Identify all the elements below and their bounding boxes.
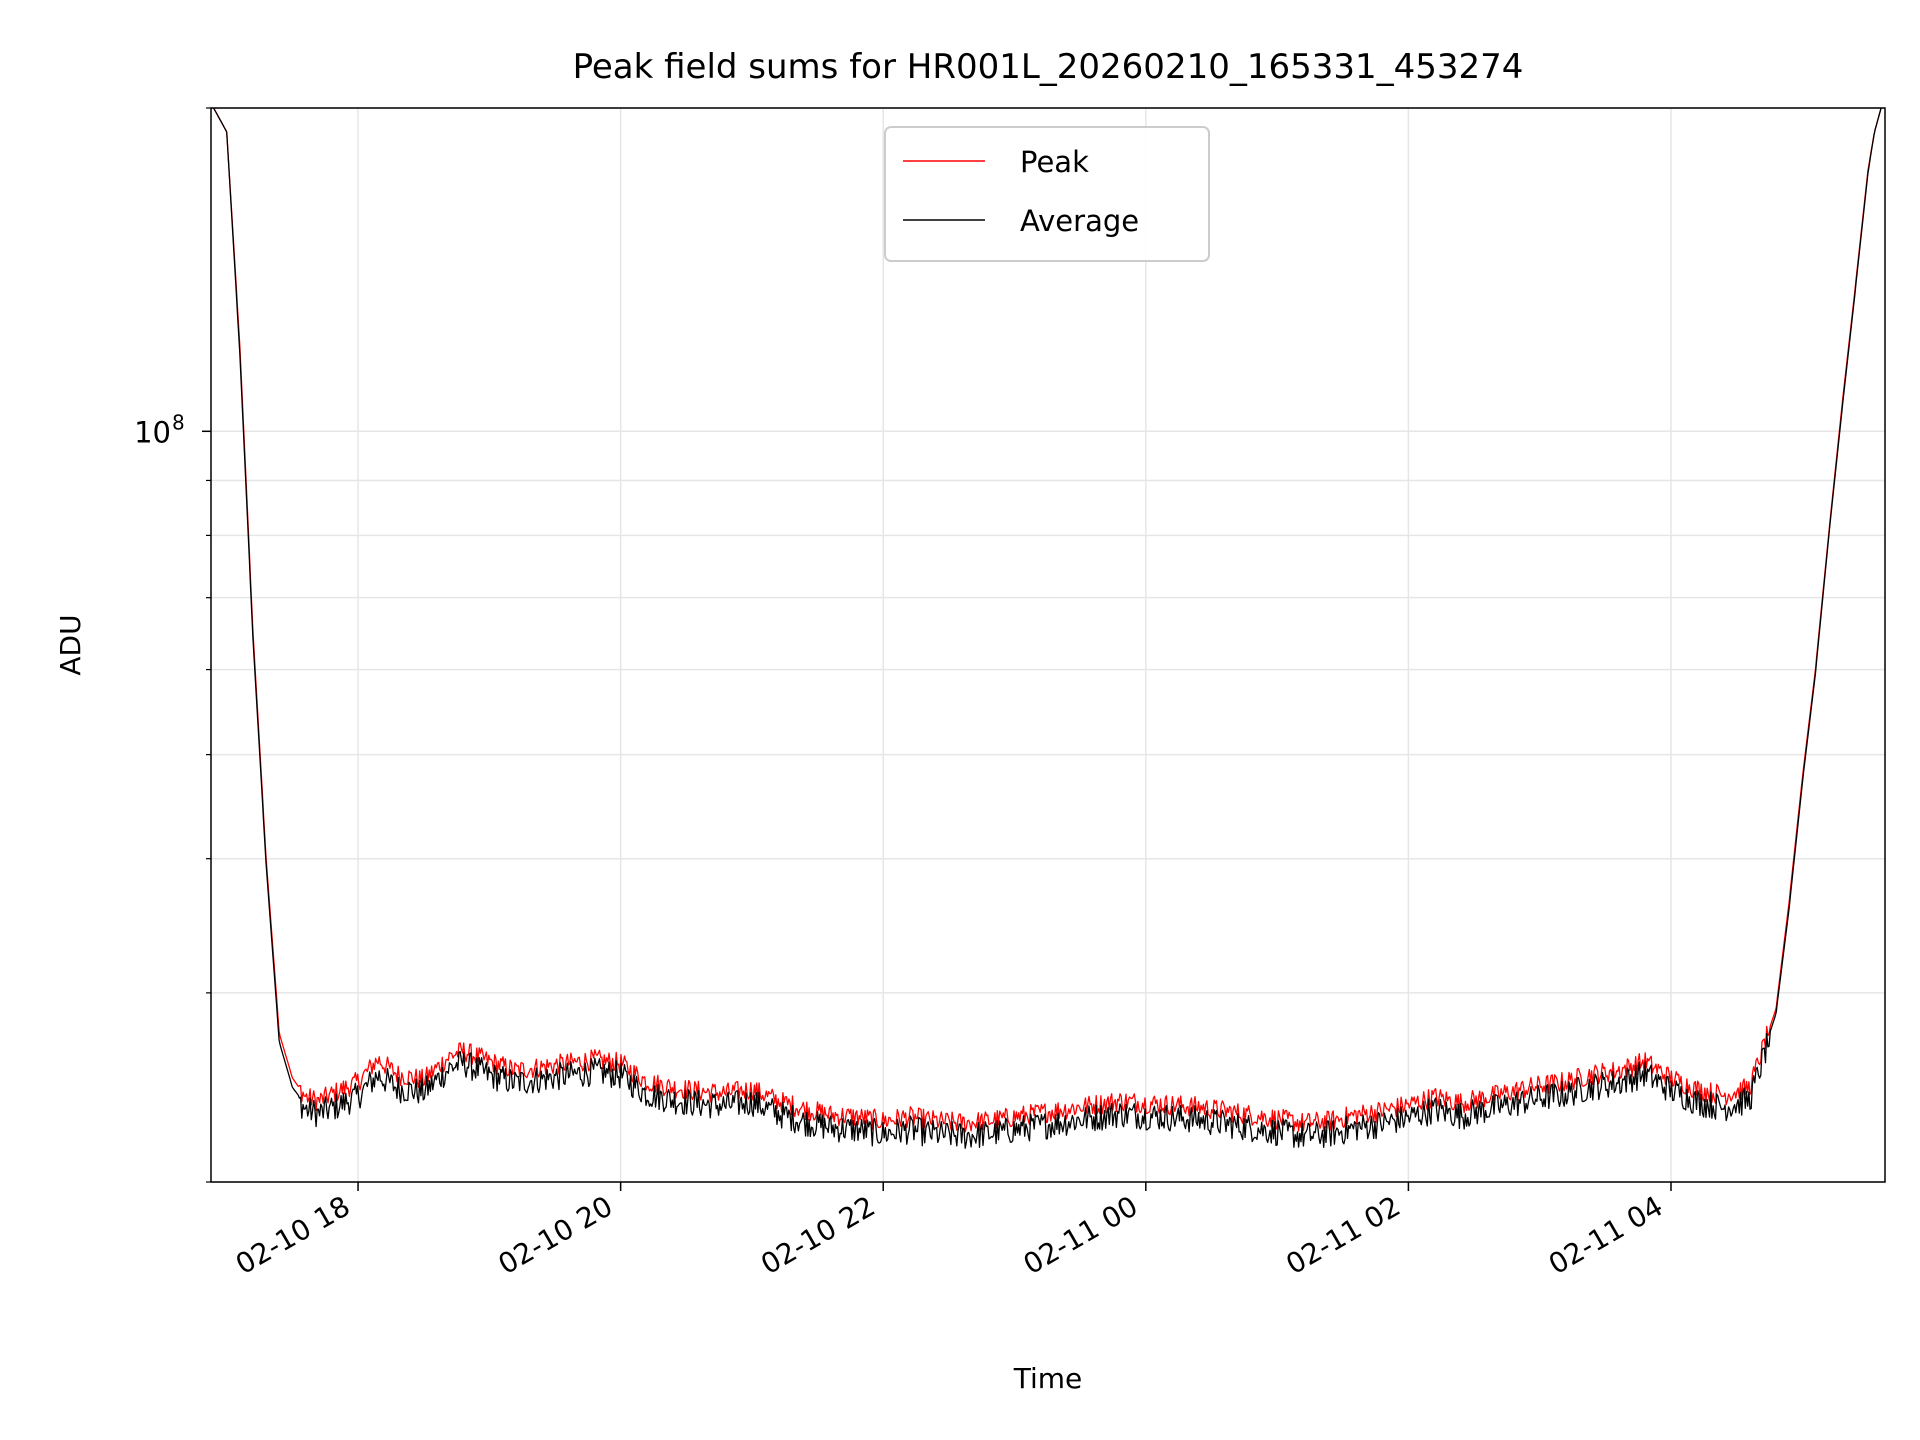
series-line-average [213, 107, 1882, 1149]
legend-label-average: Average [1020, 204, 1139, 238]
plot-frame [210, 107, 1886, 1183]
chart-title: Peak field sums for HR001L_20260210_1653… [573, 47, 1524, 87]
legend-label-peak: Peak [1020, 145, 1089, 179]
series-lines [213, 107, 1882, 1149]
y-tick-label: 10 [134, 415, 171, 449]
y-tick-exponent: 8 [172, 410, 185, 434]
x-axis-label: Time [1013, 1362, 1083, 1395]
legend: Peak Average [884, 126, 1210, 262]
y-axis-label: ADU [54, 614, 87, 675]
series-line-peak [213, 107, 1882, 1133]
